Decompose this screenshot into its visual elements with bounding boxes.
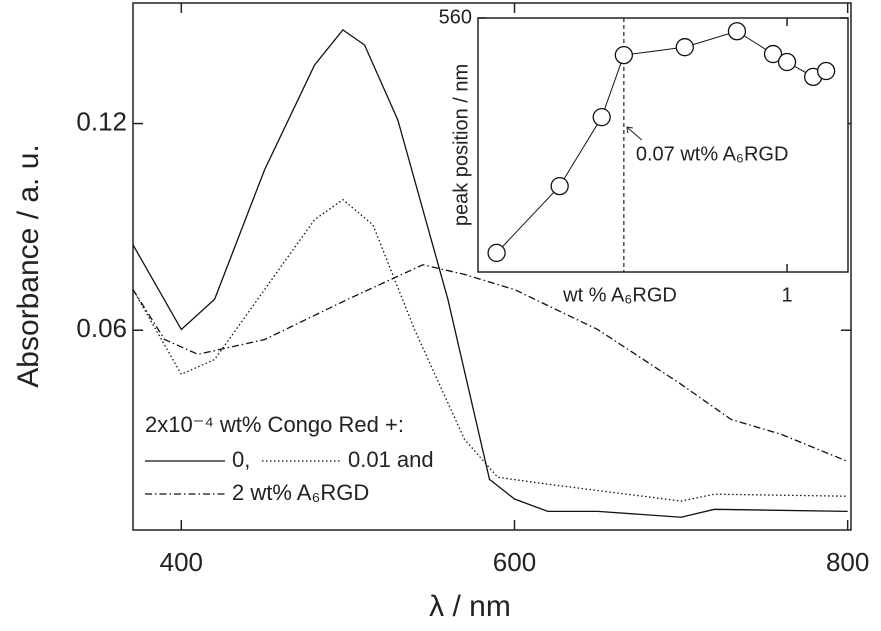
- annotation: 0.07 wt% A₆RGD: [636, 143, 789, 165]
- x-axis-label: λ / nm: [429, 590, 511, 623]
- data-point: [675, 38, 694, 57]
- legend-label: 2 wt% A₆RGD: [232, 480, 369, 505]
- data-line: [132, 28, 848, 518]
- legend-title: 2x10⁻⁴ wt% Congo Red +:: [145, 412, 404, 437]
- data-point: [777, 52, 797, 72]
- y-tick-label: 560: [439, 6, 472, 28]
- inset-y-axis-label: peak position / nm: [450, 64, 472, 226]
- data-point: [614, 45, 634, 65]
- x-tick-label: 600: [493, 547, 536, 577]
- legend-label: 0,: [232, 447, 250, 472]
- data-point: [592, 108, 611, 127]
- y-tick-label: 0.12: [76, 106, 127, 136]
- data-point: [816, 61, 836, 81]
- y-axis-label: Absorbance / a. u.: [12, 144, 45, 388]
- annotation-arrow: [626, 126, 643, 141]
- y-tick-label: 0.06: [76, 313, 127, 343]
- x-tick-label: 800: [826, 547, 869, 577]
- connecting-line: [496, 30, 827, 254]
- data-point: [550, 176, 569, 196]
- x-tick-label: 400: [160, 547, 203, 577]
- x-tick-label: 1: [781, 284, 792, 306]
- data-point: [727, 22, 747, 41]
- legend-label: 0.01 and: [348, 447, 434, 472]
- data-line: [132, 198, 848, 502]
- inset-x-axis-label: wt % A₆RGD: [562, 284, 677, 306]
- data-line: [132, 264, 848, 463]
- data-point: [763, 44, 783, 64]
- data-point: [487, 243, 506, 263]
